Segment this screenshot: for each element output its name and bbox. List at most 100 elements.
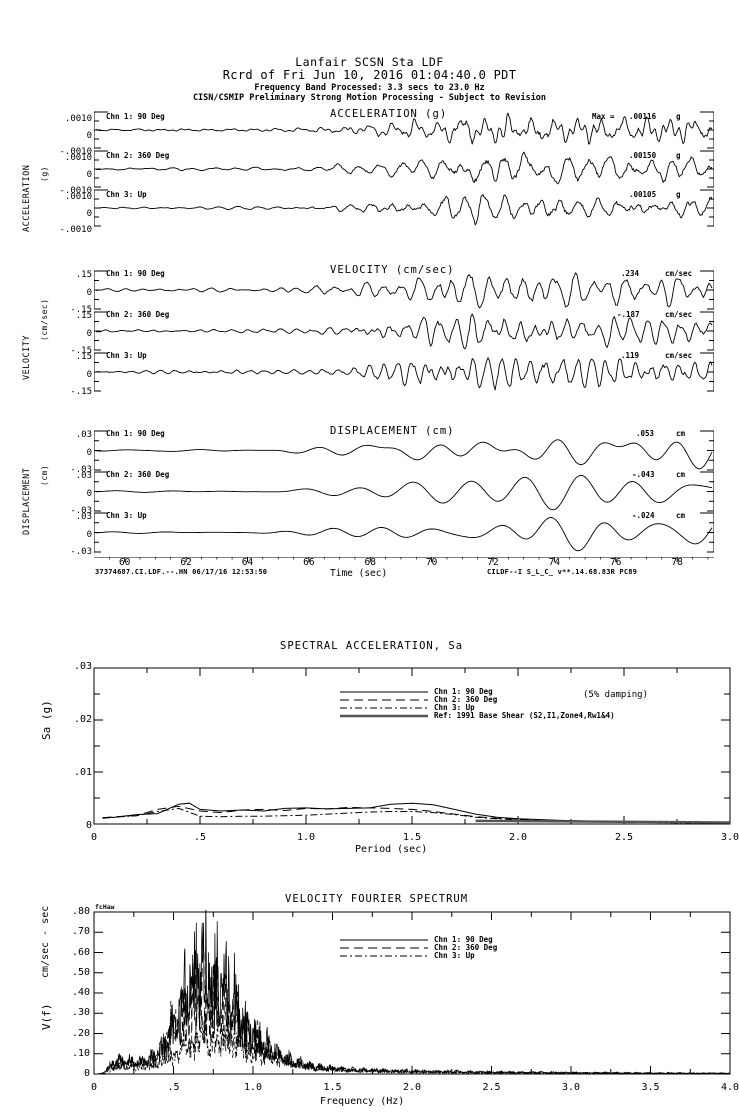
sa-xtick-2p5: 2.5 — [614, 832, 634, 843]
vf-ytick-p10: .10 — [71, 1047, 90, 1059]
time-tick-68: 68 — [364, 557, 376, 568]
vf-legend-item-0: Chn 1: 90 Deg — [434, 935, 493, 944]
disp-chn2-max: -.043 — [632, 470, 655, 479]
accel-chn2-label: Chn 2: 360 Deg — [106, 151, 170, 160]
acceleration-panel-title: ACCELERATION (g) — [330, 108, 448, 120]
accel-chn2-unit: g — [676, 151, 681, 160]
vf-xtick-2p0: 2.0 — [402, 1082, 422, 1093]
accel-max-prefix: Max = — [592, 112, 615, 121]
disp-ytick-neg-2: -.03 — [70, 506, 92, 516]
time-tick-70: 70 — [425, 557, 438, 568]
vel-ytick-pos-1: .15 — [75, 270, 92, 280]
sa-legend-item-0: Chn 1: 90 Deg — [434, 687, 493, 696]
damping-note: (5% damping) — [583, 690, 649, 700]
accel-chn2-max: .00150 — [629, 151, 657, 160]
disclaimer-line: CISN/CSMIP Preliminary Strong Motion Pro… — [192, 92, 547, 103]
accel-chn3-unit: g — [676, 190, 681, 199]
accel-chn1-label: Chn 1: 90 Deg — [106, 112, 165, 121]
vel-ytick-neg-3: -.15 — [70, 387, 92, 397]
vf-xtick-3p5: 3.5 — [641, 1082, 660, 1093]
time-tick-78: 78 — [671, 557, 683, 568]
disp-chn1-label: Chn 1: 90 Deg — [106, 429, 165, 438]
vf-legend-item-1: Chn 2: 360 Deg — [434, 943, 498, 952]
disp-chn3-label: Chn 3: Up — [106, 511, 147, 520]
disp-ytick-zero-3: 0 — [86, 530, 92, 540]
sa-ytick-01: .01 — [73, 767, 92, 778]
disp-chn2-label: Chn 2: 360 Deg — [106, 470, 170, 479]
vf-xtick-2p5: 2.5 — [482, 1082, 501, 1093]
time-tick-64: 64 — [241, 557, 254, 568]
time-tick-66: 66 — [303, 557, 315, 568]
vel-chn3-label: Chn 3: Up — [106, 351, 147, 360]
station-line: Lanfair SCSN Sta LDF — [295, 55, 444, 69]
vf-ytick-p40: .40 — [71, 987, 90, 998]
fourier-panel-title: VELOCITY FOURIER SPECTRUM — [285, 893, 469, 905]
accel-ytick-pos-3: .0010 — [64, 192, 92, 202]
sa-xtick-1p0: 1.0 — [296, 832, 316, 843]
vel-chn2-unit: cm/sec — [665, 310, 693, 319]
spectral-panel-title: SPECTRAL ACCELERATION, Sa — [280, 640, 464, 652]
sa-xtick-1p5: 1.5 — [402, 832, 422, 843]
spectral-legend-lines — [340, 691, 428, 718]
acceleration-axis-label: ACCELERATION — [22, 164, 32, 232]
accel-ytick-neg-1: -.0010 — [59, 147, 92, 157]
vf-xtick-4p0: 4.0 — [720, 1082, 739, 1093]
sa-ytick-02: .02 — [73, 714, 92, 725]
vf-xtick-1p0: 1.0 — [243, 1082, 263, 1093]
record-time-line: Rcrd of Fri Jun 10, 2016 01:04:40.0 PDT — [222, 68, 517, 83]
accel-ytick-zero-1: 0 — [86, 131, 92, 141]
vf-xtick-p5: .5 — [167, 1082, 180, 1093]
displacement-trace-plot — [94, 430, 714, 553]
vel-ytick-zero-3: 0 — [86, 370, 92, 380]
fourier-xlabel: Frequency (Hz) — [320, 1096, 405, 1107]
sa-xtick-p5: .5 — [193, 832, 207, 843]
disp-chn3-unit: cm — [676, 511, 686, 520]
displacement-panel-title: DISPLACEMENT (cm) — [330, 425, 455, 437]
velocity-trace-plot — [94, 270, 714, 392]
fourier-legend-lines — [340, 939, 428, 957]
accel-chn1-max: .00116 — [629, 112, 657, 121]
accel-ytick-zero-2: 0 — [86, 170, 92, 180]
disp-ytick-neg-3: -.03 — [70, 547, 92, 557]
vel-ytick-neg-2: -.15 — [70, 346, 92, 356]
record-header: Lanfair SCSN Sta LDF Rcrd of Fri Jun 10,… — [0, 56, 739, 103]
sa-legend-item-3: Ref: 1991 Base Shear (S2,I1,Zone4,Rw1&4) — [434, 711, 615, 720]
vf-xtick-0: 0 — [90, 1082, 98, 1093]
vel-ytick-neg-1: -.15 — [70, 305, 92, 315]
vf-ytick-0: 0 — [83, 1068, 90, 1079]
fourier-corner-note: fcHaw — [95, 903, 115, 911]
vf-ytick-p50: .50 — [71, 966, 90, 978]
disp-chn2-unit: cm — [676, 470, 686, 479]
acceleration-trace-plot — [94, 111, 714, 227]
accel-ytick-pos-1: .0010 — [64, 114, 92, 124]
disp-ytick-zero-2: 0 — [86, 489, 92, 499]
vf-ytick-p30: .30 — [71, 1007, 90, 1019]
frequency-band-line: Frequency Band Processed: 3.3 secs to 23… — [254, 82, 485, 93]
vf-xtick-3p0: 3.0 — [561, 1082, 581, 1093]
sa-xtick-3p0: 3.0 — [720, 832, 739, 843]
velocity-axis-label: VELOCITY — [22, 335, 32, 380]
fourier-yunits: cm/sec - sec — [40, 905, 51, 978]
record-footer-left: 37374687.CI.LDF.--.HN 06/17/16 12:53:50 — [95, 568, 268, 576]
accel-chn3-max: .00105 — [629, 190, 657, 199]
record-footer-right: CILDF--I S_L_C_ v**.14.68.83R PC89 — [487, 568, 638, 576]
time-axis-label: Time (sec) — [330, 568, 388, 579]
sa-xtick-2p0: 2.0 — [508, 832, 528, 843]
time-tick-72: 72 — [487, 557, 499, 568]
vf-ytick-p80: .80 — [71, 906, 90, 917]
disp-ytick-pos-3: .03 — [75, 512, 92, 522]
disp-ytick-pos-2: .03 — [75, 471, 92, 481]
disp-ytick-neg-1: -.03 — [70, 465, 92, 475]
vel-ytick-pos-2: .15 — [75, 311, 92, 321]
sa-xtick-0: 0 — [90, 832, 98, 843]
accel-ytick-neg-3: -.0010 — [59, 225, 92, 235]
sa-xlabel: Period (sec) — [355, 844, 428, 855]
vel-chn1-unit: cm/sec — [665, 269, 693, 278]
spectral-ylabel: Sa (g) — [40, 700, 53, 740]
sa-ytick-0: 0 — [85, 820, 92, 831]
accel-chn3-label: Chn 3: Up — [106, 190, 147, 199]
time-tick-76: 76 — [610, 557, 622, 568]
sa-legend-item-1: Chn 2: 360 Deg — [434, 695, 498, 704]
vf-ytick-p70: .70 — [71, 926, 90, 938]
time-axis — [94, 557, 714, 562]
